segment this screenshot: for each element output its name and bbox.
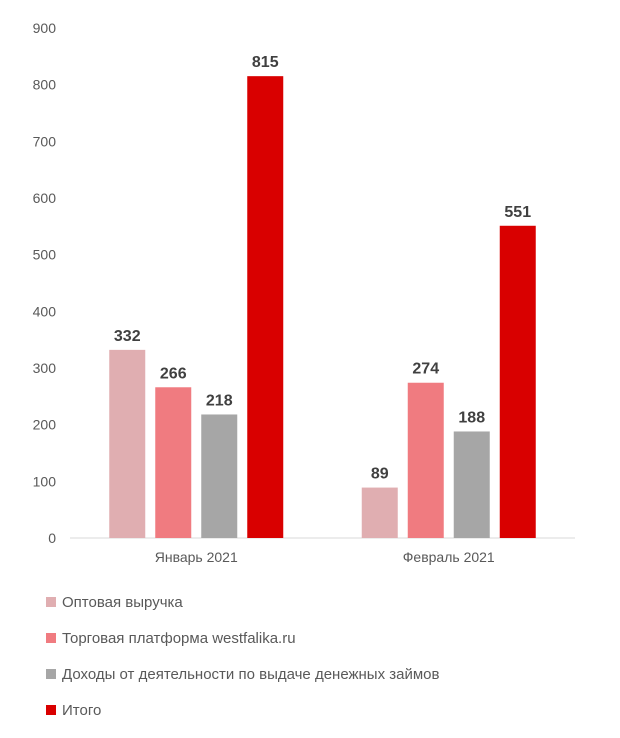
y-tick-label: 800 — [33, 77, 57, 93]
bar — [499, 225, 536, 538]
y-tick-label: 600 — [33, 190, 57, 206]
data-label: 89 — [371, 466, 389, 483]
legend-item: Итого — [46, 692, 439, 728]
x-category-label: Февраль 2021 — [403, 549, 495, 565]
y-tick-label: 900 — [33, 20, 57, 36]
legend-label: Оптовая выручка — [62, 593, 183, 611]
legend-swatch — [46, 633, 56, 643]
data-label: 218 — [206, 392, 233, 409]
bar — [361, 487, 398, 538]
legend-swatch — [46, 597, 56, 607]
bar — [109, 349, 146, 538]
bar — [453, 431, 490, 538]
y-tick-label: 200 — [33, 417, 57, 433]
legend-item: Оптовая выручка — [46, 584, 439, 620]
data-label: 815 — [252, 54, 279, 71]
y-tick-label: 0 — [48, 530, 56, 546]
y-tick-label: 400 — [33, 303, 57, 319]
bar — [155, 387, 192, 538]
y-tick-label: 700 — [33, 133, 57, 149]
x-category-label: Январь 2021 — [155, 549, 238, 565]
bar — [407, 382, 444, 538]
y-tick-label: 100 — [33, 473, 57, 489]
legend-label: Итого — [62, 701, 102, 719]
bar-chart: 0 100 200 300 400 500 600 700 800 900 332 266 218 815… — [33, 20, 575, 565]
legend-item: Доходы от деятельности по выдаче денежны… — [46, 656, 439, 692]
legend-label: Торговая платформа westfalika.ru — [62, 629, 296, 647]
legend-label: Доходы от деятельности по выдаче денежны… — [62, 665, 440, 683]
y-tick-label: 300 — [33, 360, 57, 376]
legend-swatch — [46, 669, 56, 679]
legend-swatch — [46, 705, 56, 715]
data-label: 188 — [458, 409, 485, 426]
data-label: 266 — [160, 365, 187, 382]
data-label: 332 — [114, 328, 141, 345]
data-label: 274 — [412, 361, 439, 378]
bar — [201, 414, 238, 538]
bar — [247, 76, 284, 539]
data-label: 551 — [504, 204, 531, 221]
y-tick-label: 500 — [33, 247, 57, 263]
legend-item: Торговая платформа westfalika.ru — [46, 620, 439, 656]
chart-legend: Оптовая выручка Торговая платформа westfa… — [46, 584, 439, 728]
